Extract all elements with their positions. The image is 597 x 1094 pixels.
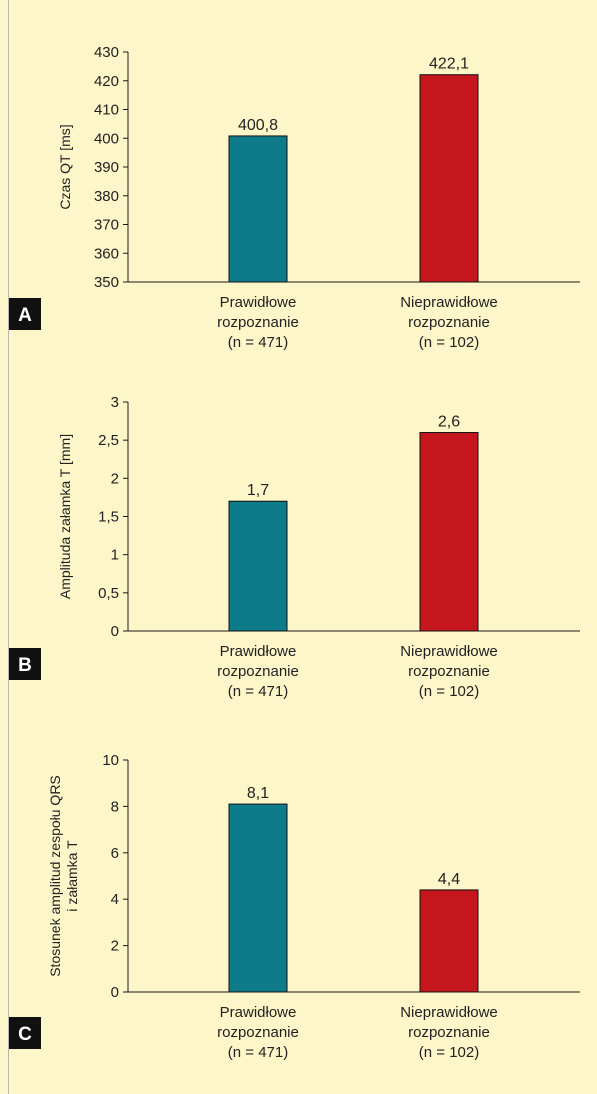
bar-value-label: 2,6 bbox=[438, 414, 460, 431]
y-tick-label: 420 bbox=[94, 73, 119, 90]
category-label: Nieprawidłowe bbox=[400, 294, 498, 311]
y-tick-label: 6 bbox=[111, 845, 119, 862]
y-tick-label: 1 bbox=[111, 547, 119, 564]
chart-panel-b: 0 0,5 1 1,5 2 2,5 3 Amplituda załamka T [mm] 1,7… bbox=[9, 394, 580, 700]
category-label: rozpoznanie bbox=[217, 314, 299, 331]
category-label: Prawidłowe bbox=[220, 294, 297, 311]
y-tick-label: 0,5 bbox=[98, 585, 119, 602]
y-tick-label: 350 bbox=[94, 274, 119, 291]
y-tick-label: 360 bbox=[94, 245, 119, 262]
category-label: Nieprawidłowe bbox=[400, 1004, 498, 1021]
category-label: (n = 471) bbox=[228, 334, 288, 351]
y-tick-label: 410 bbox=[94, 102, 119, 119]
category-label: (n = 102) bbox=[419, 683, 479, 700]
panel-badge-label: C bbox=[18, 1024, 32, 1045]
figure-frame bbox=[8, 0, 597, 1094]
y-axis-title: Amplituda załamka T [mm] bbox=[57, 434, 73, 599]
y-tick-label: 2,5 bbox=[98, 432, 119, 449]
category-label: rozpoznanie bbox=[408, 663, 490, 680]
y-tick-label: 430 bbox=[94, 44, 119, 61]
bar bbox=[228, 135, 288, 283]
bar-value-label: 422,1 bbox=[429, 56, 469, 73]
y-tick-label: 0 bbox=[111, 623, 119, 640]
y-axis-title: i załamka T bbox=[64, 840, 80, 912]
bar bbox=[228, 500, 288, 632]
y-tick-label: 390 bbox=[94, 159, 119, 176]
category-label: rozpoznanie bbox=[408, 1024, 490, 1041]
y-tick-label: 4 bbox=[111, 891, 119, 908]
panel-badge-label: A bbox=[18, 305, 32, 326]
bar bbox=[228, 803, 288, 993]
y-tick-label: 2 bbox=[111, 938, 119, 955]
y-tick-label: 3 bbox=[111, 394, 119, 411]
panel-badge-label: B bbox=[18, 655, 32, 676]
bar-value-label: 400,8 bbox=[238, 117, 278, 134]
y-tick-label: 400 bbox=[94, 130, 119, 147]
bar-value-label: 1,7 bbox=[247, 482, 269, 499]
category-label: (n = 102) bbox=[419, 334, 479, 351]
panel-badge bbox=[9, 1017, 41, 1049]
panel-badge bbox=[9, 648, 41, 680]
chart-panel-c: 0 2 4 6 8 10 Stosunek amplitud zespołu QRS i za… bbox=[9, 752, 580, 1061]
category-label: (n = 471) bbox=[228, 1044, 288, 1061]
chart-panel-a: 350 360 370 380 390 400 410 420 430 Czas QT [ms] 4… bbox=[9, 44, 580, 351]
y-tick-label: 380 bbox=[94, 188, 119, 205]
y-tick-label: 370 bbox=[94, 217, 119, 234]
category-label: rozpoznanie bbox=[217, 663, 299, 680]
category-label: Prawidłowe bbox=[220, 643, 297, 660]
bar bbox=[419, 889, 479, 993]
category-label: rozpoznanie bbox=[408, 314, 490, 331]
y-tick-label: 1,5 bbox=[98, 509, 119, 526]
y-tick-label: 8 bbox=[111, 798, 119, 815]
category-label: (n = 102) bbox=[419, 1044, 479, 1061]
category-label: (n = 471) bbox=[228, 683, 288, 700]
y-tick-label: 0 bbox=[111, 984, 119, 1001]
category-label: Prawidłowe bbox=[220, 1004, 297, 1021]
y-axis-title: Czas QT [ms] bbox=[57, 124, 73, 209]
bar bbox=[419, 74, 479, 283]
y-tick-label: 2 bbox=[111, 470, 119, 487]
category-label: Nieprawidłowe bbox=[400, 643, 498, 660]
y-tick-label: 10 bbox=[102, 752, 119, 769]
bar-value-label: 4,4 bbox=[438, 871, 460, 888]
y-axis-title: Stosunek amplitud zespołu QRS bbox=[47, 775, 63, 977]
bar-value-label: 8,1 bbox=[247, 785, 269, 802]
category-label: rozpoznanie bbox=[217, 1024, 299, 1041]
bar bbox=[419, 432, 479, 632]
panel-badge bbox=[9, 298, 41, 330]
